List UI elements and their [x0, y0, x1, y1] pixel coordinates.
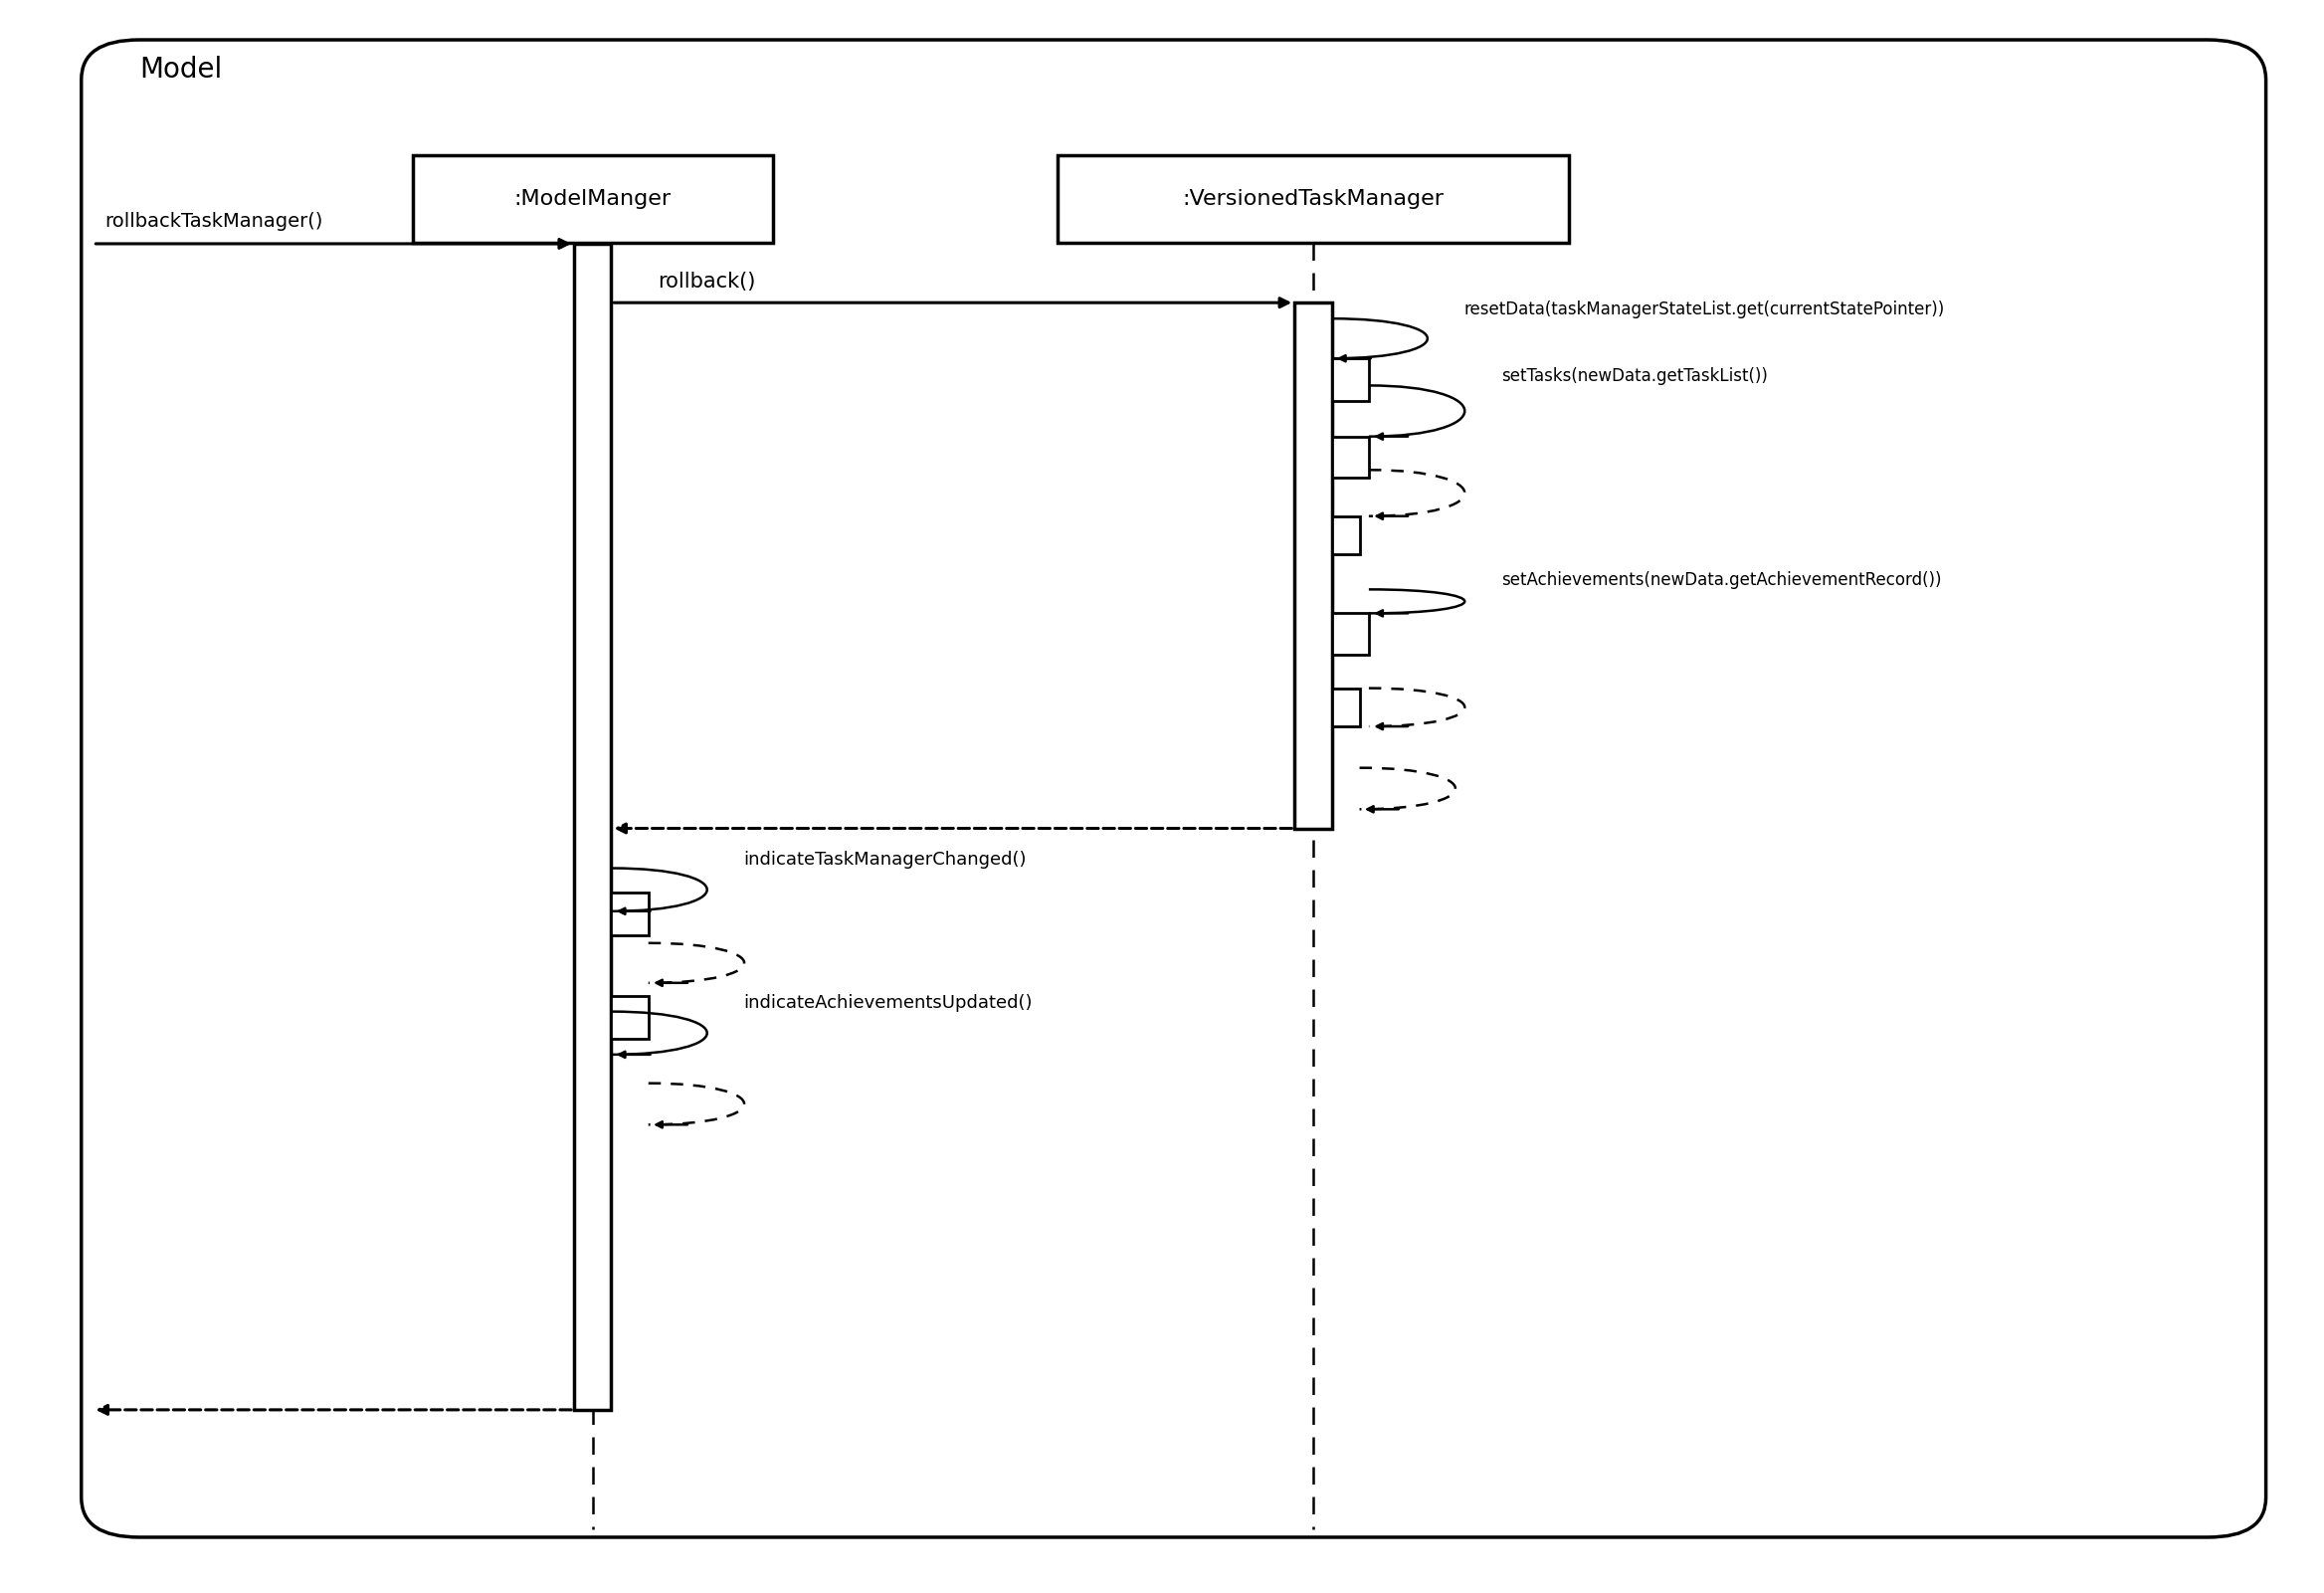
Bar [611, 996, 648, 1039]
Text: Model: Model [139, 56, 223, 83]
Text: setTasks(newData.getTaskList()): setTasks(newData.getTaskList()) [1501, 368, 1769, 386]
Text: setAchievements(newData.getAchievementRecord()): setAchievements(newData.getAchievementRe… [1501, 572, 1941, 589]
Text: indicateAchievementsUpdated(): indicateAchievementsUpdated() [744, 994, 1032, 1012]
Text: rollback(): rollback() [658, 272, 755, 292]
Text: :ModelManger: :ModelManger [514, 190, 672, 209]
Bar [1332, 613, 1369, 655]
Bar [1332, 688, 1360, 726]
FancyBboxPatch shape [81, 40, 2266, 1537]
Bar [1294, 303, 1332, 828]
Text: rollbackTaskManager(): rollbackTaskManager() [105, 212, 323, 231]
Bar [1332, 358, 1369, 401]
Bar [414, 155, 772, 242]
Bar [1332, 436, 1369, 478]
Bar [574, 244, 611, 1410]
Bar [1057, 155, 1569, 242]
Bar [1332, 516, 1360, 554]
Text: indicateTaskManagerChanged(): indicateTaskManagerChanged() [744, 851, 1027, 868]
Bar [611, 892, 648, 935]
Text: :VersionedTaskManager: :VersionedTaskManager [1183, 190, 1443, 209]
Text: resetData(taskManagerStateList.get(currentStatePointer)): resetData(taskManagerStateList.get(curre… [1464, 301, 1945, 319]
